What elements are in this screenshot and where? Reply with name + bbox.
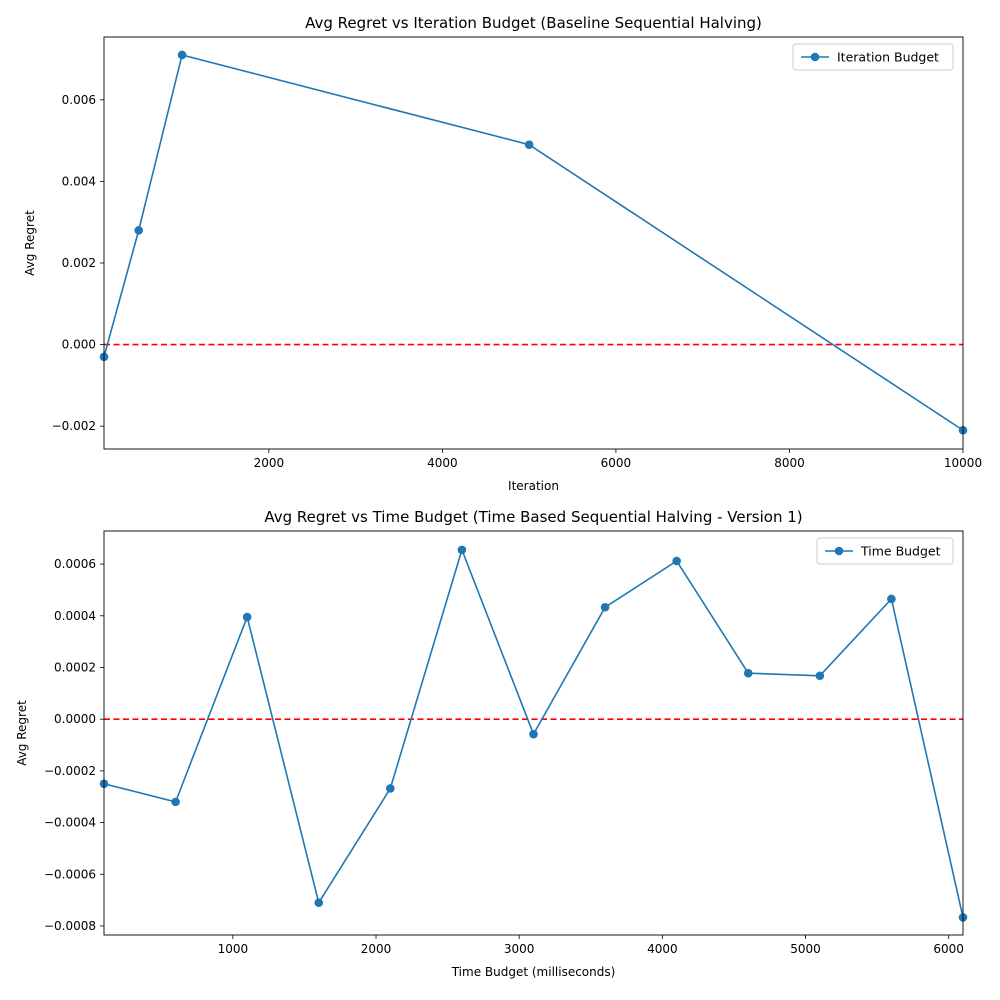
x-tick-label: 4000 — [647, 942, 678, 956]
legend-frame — [816, 537, 954, 565]
series-1 — [99, 545, 968, 922]
y-tick-label: 0.0006 — [54, 557, 96, 571]
x-axis-label: Time Budget (milliseconds) — [451, 965, 616, 979]
data-point — [171, 797, 180, 807]
data-point — [743, 668, 753, 678]
y-tick-label: −0.0002 — [44, 764, 96, 778]
x-tick-label: 2000 — [254, 456, 285, 470]
data-point — [134, 226, 144, 235]
y-tick-label: 0.0000 — [54, 712, 96, 726]
data-point — [242, 612, 252, 622]
x-tick-label: 6000 — [933, 942, 964, 956]
x-tick-label: 4000 — [427, 456, 458, 470]
chart-title: Avg Regret vs Iteration Budget (Baseline… — [305, 14, 762, 32]
data-point — [177, 50, 187, 60]
data-point — [672, 556, 681, 566]
y-tick-label: 0.0004 — [54, 609, 96, 623]
data-point — [887, 594, 896, 604]
chart-2: Avg Regret vs Time Budget (Time Based Se… — [15, 508, 968, 979]
series-line — [103, 53, 964, 431]
x-tick-label: 2000 — [361, 942, 392, 956]
chart-title: Avg Regret vs Time Budget (Time Based Se… — [264, 508, 802, 526]
plot-frame — [103, 36, 964, 450]
data-point — [524, 140, 534, 149]
data-point — [386, 784, 395, 793]
legend-marker — [834, 546, 844, 556]
x-tick-label: 6000 — [601, 456, 632, 470]
y-tick-label: 0.000 — [62, 338, 96, 352]
legend: Iteration Budget — [792, 43, 954, 71]
y-tick-label: −0.0004 — [44, 816, 96, 830]
data-point — [529, 729, 538, 739]
y-axis-label: Avg Regret — [23, 210, 37, 276]
data-point — [815, 671, 825, 681]
y-axis-label: Avg Regret — [15, 700, 29, 766]
y-tick-label: 0.006 — [62, 93, 96, 107]
legend: Time Budget — [816, 537, 954, 565]
y-tick-label: 0.002 — [62, 256, 96, 270]
x-tick-label: 3000 — [504, 942, 535, 956]
x-tick-label: 1000 — [218, 942, 249, 956]
y-tick-label: 0.0002 — [54, 660, 96, 674]
plot-frame — [103, 530, 964, 936]
legend-marker — [810, 52, 820, 62]
data-point — [457, 545, 467, 555]
x-tick-label: 5000 — [790, 942, 821, 956]
data-point — [600, 602, 610, 612]
data-point — [314, 898, 324, 907]
y-tick-label: −0.0008 — [44, 919, 96, 933]
x-axis-label: Iteration — [508, 479, 559, 493]
y-tick-label: −0.0006 — [44, 867, 96, 881]
legend-frame — [792, 43, 954, 71]
x-tick-label: 10000 — [944, 456, 982, 470]
legend-label: Time Budget — [860, 544, 941, 559]
y-tick-label: −0.002 — [52, 419, 96, 433]
y-tick-label: 0.004 — [62, 174, 96, 188]
chart-1: Avg Regret vs Iteration Budget (Baseline… — [23, 14, 982, 493]
series-1 — [99, 50, 968, 435]
legend-label: Iteration Budget — [837, 50, 939, 65]
x-tick-label: 8000 — [774, 456, 805, 470]
